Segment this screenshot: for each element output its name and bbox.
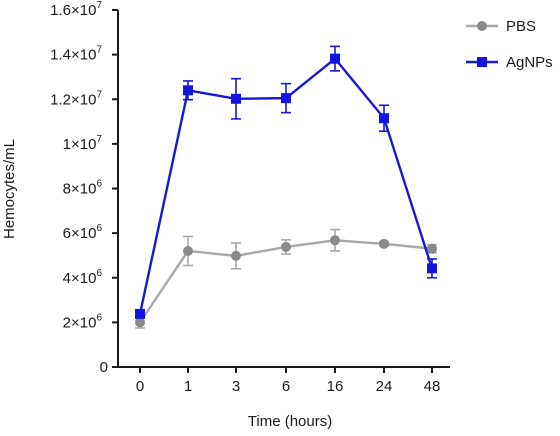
y-tick-label: 1.2×107 <box>50 89 102 108</box>
data-point <box>379 113 389 124</box>
series-pbs <box>135 228 437 329</box>
y-tick-label: 1.4×107 <box>50 45 102 64</box>
y-tick-label: 2×106 <box>63 312 103 331</box>
data-point <box>135 317 145 328</box>
legend-label: PBS <box>506 18 536 35</box>
data-point <box>135 308 145 319</box>
y-tick-label: 1.6×107 <box>50 0 102 19</box>
x-tick-label: 6 <box>282 378 290 395</box>
data-point <box>330 235 340 246</box>
data-point <box>330 53 340 64</box>
data-point <box>427 243 437 254</box>
legend-label: AgNPs <box>506 54 553 71</box>
y-tick-label: 8×106 <box>63 179 103 198</box>
x-tick-label: 3 <box>232 378 240 395</box>
legend-swatch-marker <box>477 21 487 31</box>
legend-swatch-marker <box>477 57 487 67</box>
axes: 0 2×106 4×106 6×106 8×106 1×107 1.2×107 1.4×107… <box>50 0 450 395</box>
x-tick-label: 48 <box>424 378 441 395</box>
x-tick-label: 16 <box>327 378 344 395</box>
y-tick-label: 1×107 <box>63 134 103 153</box>
y-tick-label: 6×106 <box>63 223 103 242</box>
legend-item-agnps: AgNPs <box>466 54 553 71</box>
x-tick-label: 1 <box>184 378 192 395</box>
legend-item-pbs: PBS <box>466 18 536 35</box>
data-point <box>379 238 389 249</box>
data-point <box>231 250 241 261</box>
x-tick-label: 0 <box>136 378 144 395</box>
x-axis-title: Time (hours) <box>248 413 332 430</box>
y-axis-title: Hemocytes/mL <box>1 139 18 239</box>
x-tick-label: 24 <box>376 378 393 395</box>
data-point <box>231 93 241 104</box>
data-point <box>183 85 193 96</box>
series-agnps <box>135 45 437 319</box>
legend: PBS AgNPs <box>466 18 553 71</box>
data-point <box>427 263 437 274</box>
data-point <box>183 245 193 256</box>
series-group <box>135 45 437 329</box>
y-tick-label: 4×106 <box>63 268 103 287</box>
y-tick-label: 0 <box>100 359 108 376</box>
data-point <box>281 93 291 104</box>
data-point <box>281 241 291 252</box>
